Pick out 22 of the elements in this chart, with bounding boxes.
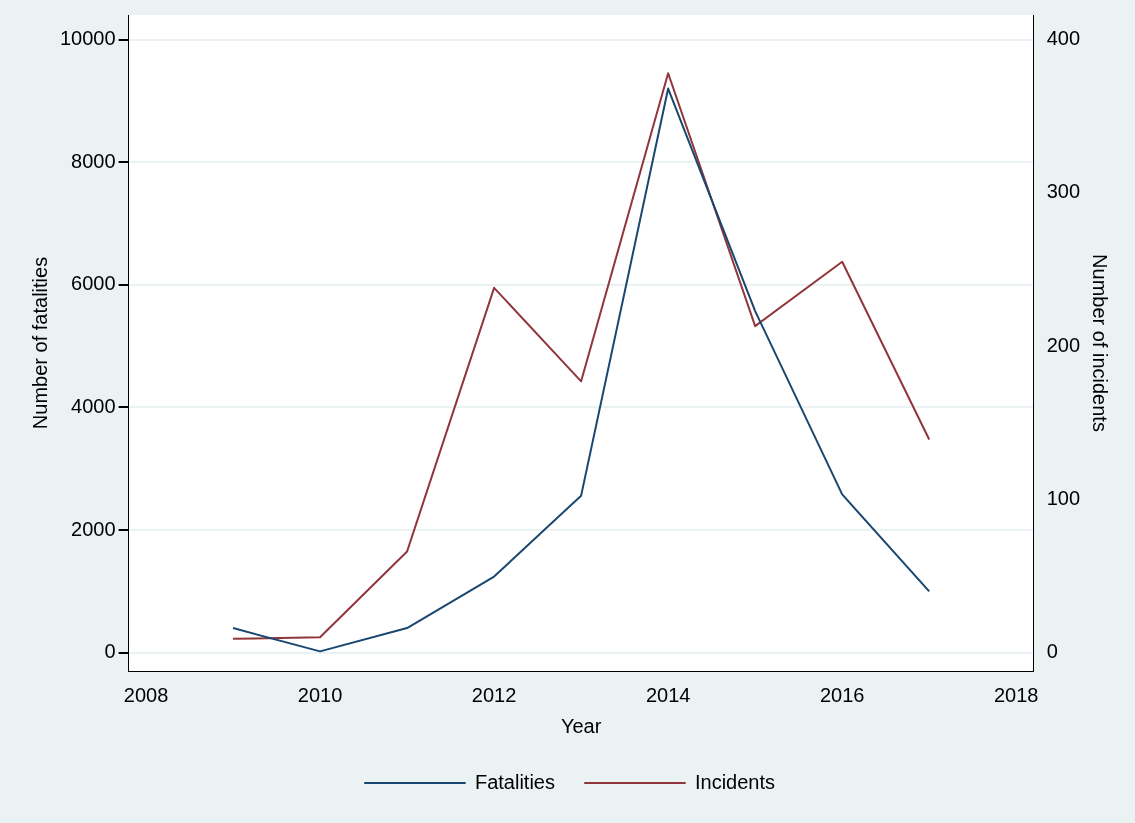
y-tick-label: 8000	[71, 149, 116, 172]
y2-tick-label: 200	[1046, 333, 1081, 356]
x-tick-label: 2016	[819, 683, 865, 706]
x-tick-label: 2008	[123, 683, 169, 706]
y2-tick-label: 100	[1046, 486, 1081, 509]
y-tick-label: 2000	[71, 517, 116, 540]
x-tick-label: 2012	[471, 683, 517, 706]
y-tick-label: 10000	[59, 27, 116, 50]
x-tick-label: 2018	[993, 683, 1039, 706]
x-tick-label: 2014	[645, 683, 691, 706]
y2-tick-label: 400	[1046, 27, 1081, 50]
y-axis-title: Number of fatalities	[28, 256, 51, 430]
y2-tick-label: 300	[1046, 180, 1081, 203]
y-tick-label: 4000	[71, 394, 116, 417]
y-tick-label: 0	[104, 640, 116, 663]
legend-label: Fatalities	[474, 770, 555, 793]
x-tick-label: 2010	[297, 683, 343, 706]
legend-label: Incidents	[694, 770, 776, 793]
y2-tick-label: 0	[1046, 640, 1058, 663]
y-tick-label: 6000	[71, 272, 116, 295]
y2-axis-title: Number of incidents	[1089, 254, 1112, 432]
x-axis-title: Year	[560, 714, 602, 737]
